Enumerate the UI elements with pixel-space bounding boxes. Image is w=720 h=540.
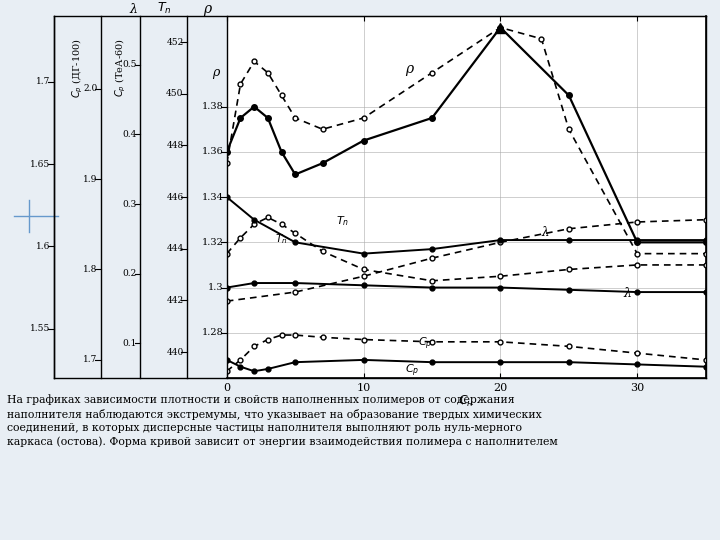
Text: $T_n$: $T_n$ [156, 1, 171, 16]
Text: 1.6: 1.6 [36, 242, 50, 251]
Text: 0.3: 0.3 [122, 200, 137, 208]
Text: 1.3: 1.3 [207, 283, 223, 292]
Text: 1.28: 1.28 [202, 328, 223, 338]
Text: $C_p$: $C_p$ [418, 336, 433, 352]
Text: 446: 446 [166, 193, 184, 201]
Text: 1.65: 1.65 [30, 160, 50, 168]
Text: 2.0: 2.0 [83, 84, 97, 93]
Text: ρ: ρ [405, 62, 413, 76]
Text: 1.34: 1.34 [202, 193, 223, 201]
Text: 1.36: 1.36 [202, 147, 223, 157]
Text: 1.7: 1.7 [36, 77, 50, 86]
Text: ρ: ρ [203, 2, 211, 16]
Text: 442: 442 [166, 296, 184, 305]
Text: 0.4: 0.4 [122, 130, 137, 139]
Text: 440: 440 [166, 348, 184, 356]
Text: 1.8: 1.8 [83, 265, 97, 274]
Text: $T_n$: $T_n$ [336, 214, 349, 228]
Text: 0.1: 0.1 [122, 339, 137, 348]
Text: $C_p$ (ДГ-100): $C_p$ (ДГ-100) [71, 38, 85, 98]
Text: $C_p$: $C_p$ [405, 363, 419, 379]
Text: λ: λ [624, 287, 631, 300]
Text: 0.2: 0.2 [122, 269, 137, 278]
Text: ρ: ρ [212, 66, 220, 79]
Text: 1.9: 1.9 [83, 174, 97, 184]
Text: 1.55: 1.55 [30, 324, 50, 333]
Text: 1.32: 1.32 [202, 238, 223, 247]
Text: $C_p$ (ТеА-60): $C_p$ (ТеА-60) [114, 38, 128, 97]
Text: 452: 452 [166, 38, 184, 46]
Text: $T_n$: $T_n$ [275, 232, 287, 246]
Text: На графиках зависимости плотности и свойств наполненных полимеров от содержания
: На графиках зависимости плотности и свой… [7, 394, 558, 447]
Text: 444: 444 [166, 244, 184, 253]
X-axis label: $C_н$: $C_н$ [458, 394, 474, 409]
Text: λ: λ [541, 226, 549, 239]
Text: 1.38: 1.38 [202, 102, 223, 111]
Text: λ: λ [130, 3, 137, 16]
Text: 450: 450 [166, 89, 184, 98]
Text: 1.7: 1.7 [83, 355, 97, 364]
Text: 448: 448 [166, 141, 184, 150]
Text: 0.5: 0.5 [122, 60, 137, 70]
